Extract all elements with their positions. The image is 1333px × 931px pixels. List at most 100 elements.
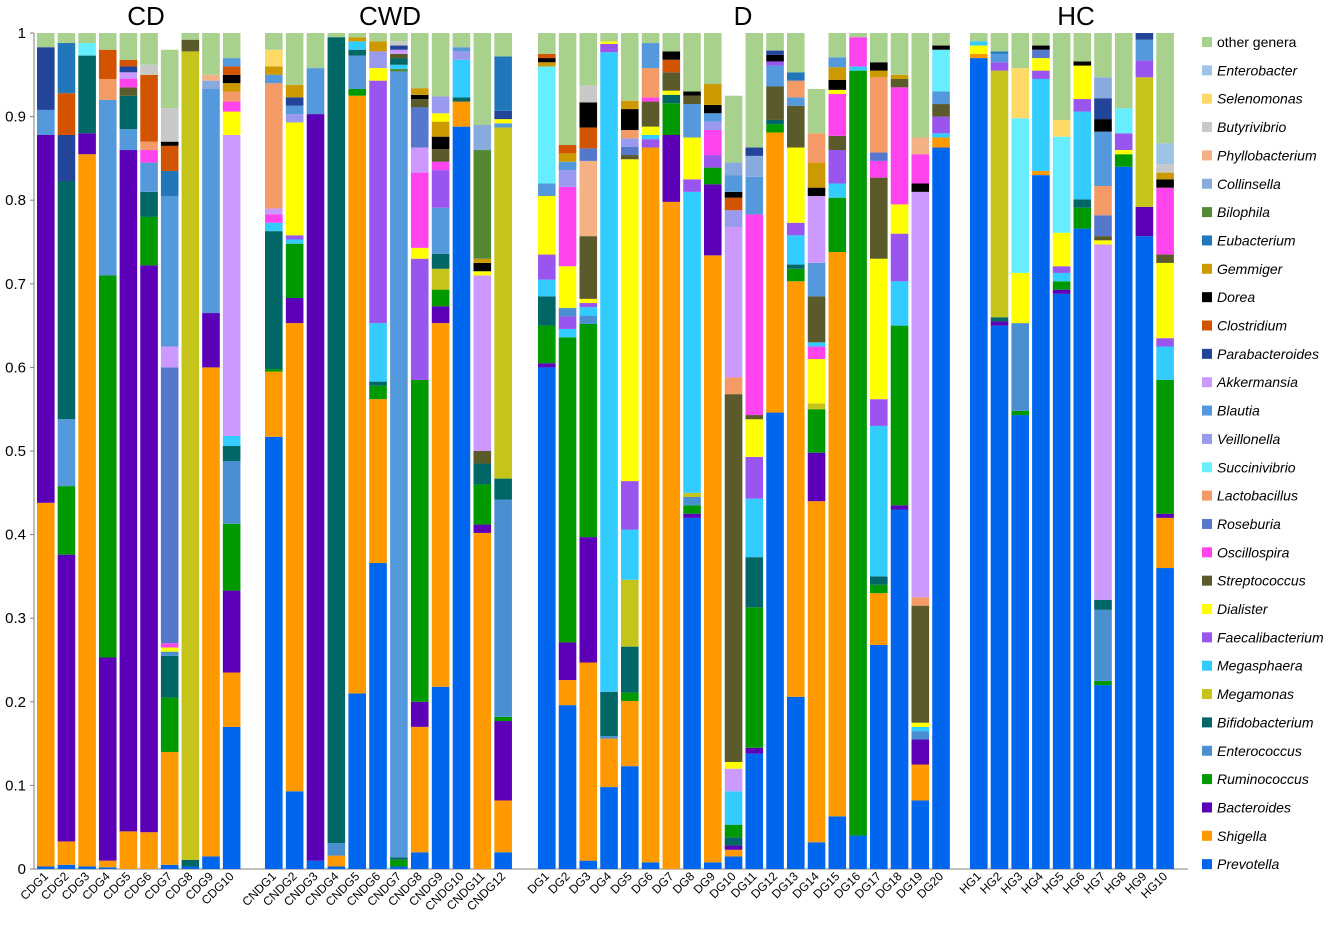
bar-dg18 [890, 33, 909, 869]
bar-segment-ruminococcus [431, 289, 450, 307]
legend-swatch [1202, 689, 1212, 700]
bar-segment-shigella [641, 147, 660, 863]
bar-segment-lactobacillus [98, 78, 117, 100]
legend-item-bacteroides: Bacteroides [1202, 799, 1291, 815]
bar-segment-shigella [202, 367, 220, 857]
bar-segment-dialister [222, 111, 241, 135]
bar-segment-prevotella [1052, 293, 1071, 870]
bar-segment-blautia [265, 74, 283, 84]
legend-label: Veillonella [1217, 431, 1281, 447]
legend-label: Phyllobacterium [1217, 147, 1317, 163]
bar-segment-dialister [828, 89, 847, 95]
bar-segment-megasphaera [600, 52, 618, 692]
bar-segment-megasphaera [683, 191, 701, 493]
bar-dg13 [787, 33, 805, 869]
legend-swatch [1202, 717, 1212, 728]
legend-swatch [1202, 830, 1212, 841]
bar-segment-bifidobacterium [662, 94, 681, 104]
legend-item-bifidobacterium: Bifidobacterium [1202, 714, 1314, 730]
bar-segment-ruminococcus [369, 385, 387, 400]
bar-segment-dialister [745, 419, 764, 457]
bar-segment-bacteroides [37, 134, 55, 503]
bar-dg6 [641, 33, 660, 869]
bar-segment-ruminococcus [265, 369, 283, 372]
bar-segment-prevotella [369, 563, 387, 869]
bar-cdg6 [140, 33, 158, 869]
bar-segment-bifidobacterium [990, 317, 1009, 322]
bar-segment-faecalibacterium [828, 150, 847, 184]
bar-segment-shigella [724, 849, 743, 857]
bar-segment-faecalibacterium [704, 155, 722, 168]
bar-segment-prevotella [1114, 166, 1133, 869]
bar-segment-bacteroides [222, 590, 241, 673]
bar-segment-blautia [766, 65, 784, 87]
bar-hg1 [970, 33, 988, 869]
y-tick-label: 0.1 [5, 777, 26, 794]
bar-cndg2 [285, 33, 304, 869]
bar-segment-shigella [160, 751, 179, 865]
bar-segment-dialister [870, 258, 888, 400]
bar-segment-gemmiger [285, 84, 304, 98]
bar-segment-dialister [1114, 150, 1133, 155]
bar-segment-bifidobacterium [1073, 199, 1092, 208]
legend-label: Butyrivibrio [1217, 119, 1286, 135]
bar-cndg6 [369, 33, 387, 869]
bar-segment-dorea [932, 45, 950, 50]
bar-segment-streptococcus [890, 78, 909, 88]
y-tick-label: 0 [18, 861, 26, 878]
bar-segment-prevotella [870, 644, 888, 869]
bar-segment-ruminococcus [745, 607, 764, 748]
bar-segment-blautia [202, 89, 220, 314]
bar-segment-bifidobacterium [348, 49, 366, 56]
bar-segment-shigella [78, 154, 96, 867]
bar-segment-other-genera [1073, 33, 1092, 62]
bar-segment-bifidobacterium [621, 646, 639, 693]
legend-item-succinivibrio: Succinivibrio [1202, 459, 1296, 475]
legend-swatch [1202, 122, 1212, 133]
legend-item-dorea: Dorea [1202, 289, 1255, 305]
bar-segment-collinsella [724, 162, 743, 176]
legend: other genera Enterobacter Selenomonas Butyr… [1202, 34, 1324, 872]
bar-segment-dialister [787, 147, 805, 223]
bar-segment-blautia [558, 161, 577, 171]
bar-segment-lactobacillus [911, 597, 930, 606]
bar-segment-bifidobacterium [431, 253, 450, 269]
bar-cndg3 [306, 33, 325, 869]
bar-segment-phyllobacterium [202, 74, 220, 81]
bar-segment-gemmiger [807, 162, 826, 188]
bar-segment-gemmiger [1156, 172, 1174, 180]
bar-segment-blautia [160, 196, 179, 347]
group-title: CWD [359, 1, 421, 31]
bar-segment-enterococcus [600, 736, 618, 739]
bar-segment-other-genera [558, 33, 577, 146]
bar-hg4 [1032, 33, 1050, 869]
bar-segment-faecalibacterium [932, 116, 950, 134]
legend-item-butyrivibrio: Butyrivibrio [1202, 119, 1286, 135]
bar-segment-phyllobacterium [579, 160, 598, 237]
bar-segment-gemmiger [369, 41, 387, 52]
bar-segment-megasphaera [621, 529, 639, 580]
bar-segment-bacteroides [431, 306, 450, 324]
bar-dg9 [704, 33, 722, 869]
bar-segment-faecalibacterium [766, 61, 784, 66]
bar-cndg8 [410, 33, 429, 869]
legend-label: Bilophila [1217, 204, 1270, 220]
bar-segment-faecalibacterium [538, 254, 556, 280]
bar-hg10 [1156, 33, 1174, 869]
bar-segment-lactobacillus [787, 80, 805, 98]
legend-swatch [1202, 405, 1212, 416]
bar-dg15 [828, 33, 847, 869]
legend-swatch [1202, 802, 1212, 813]
bar-cndg11 [473, 33, 492, 869]
bar-segment-streptococcus [390, 53, 408, 59]
bar-segment-megamonas [621, 579, 639, 647]
bar-segment-dorea [1073, 61, 1092, 66]
legend-swatch [1202, 65, 1212, 76]
bar-segment-shigella [265, 371, 283, 437]
bar-segment-megamonas [807, 403, 826, 410]
bar-segment-bacteroides [1156, 513, 1174, 518]
bar-segment-shigella [431, 323, 450, 687]
bar-segment-blautia [494, 123, 512, 128]
bar-segment-veillonella [704, 121, 722, 130]
bar-segment-dorea [870, 62, 888, 71]
